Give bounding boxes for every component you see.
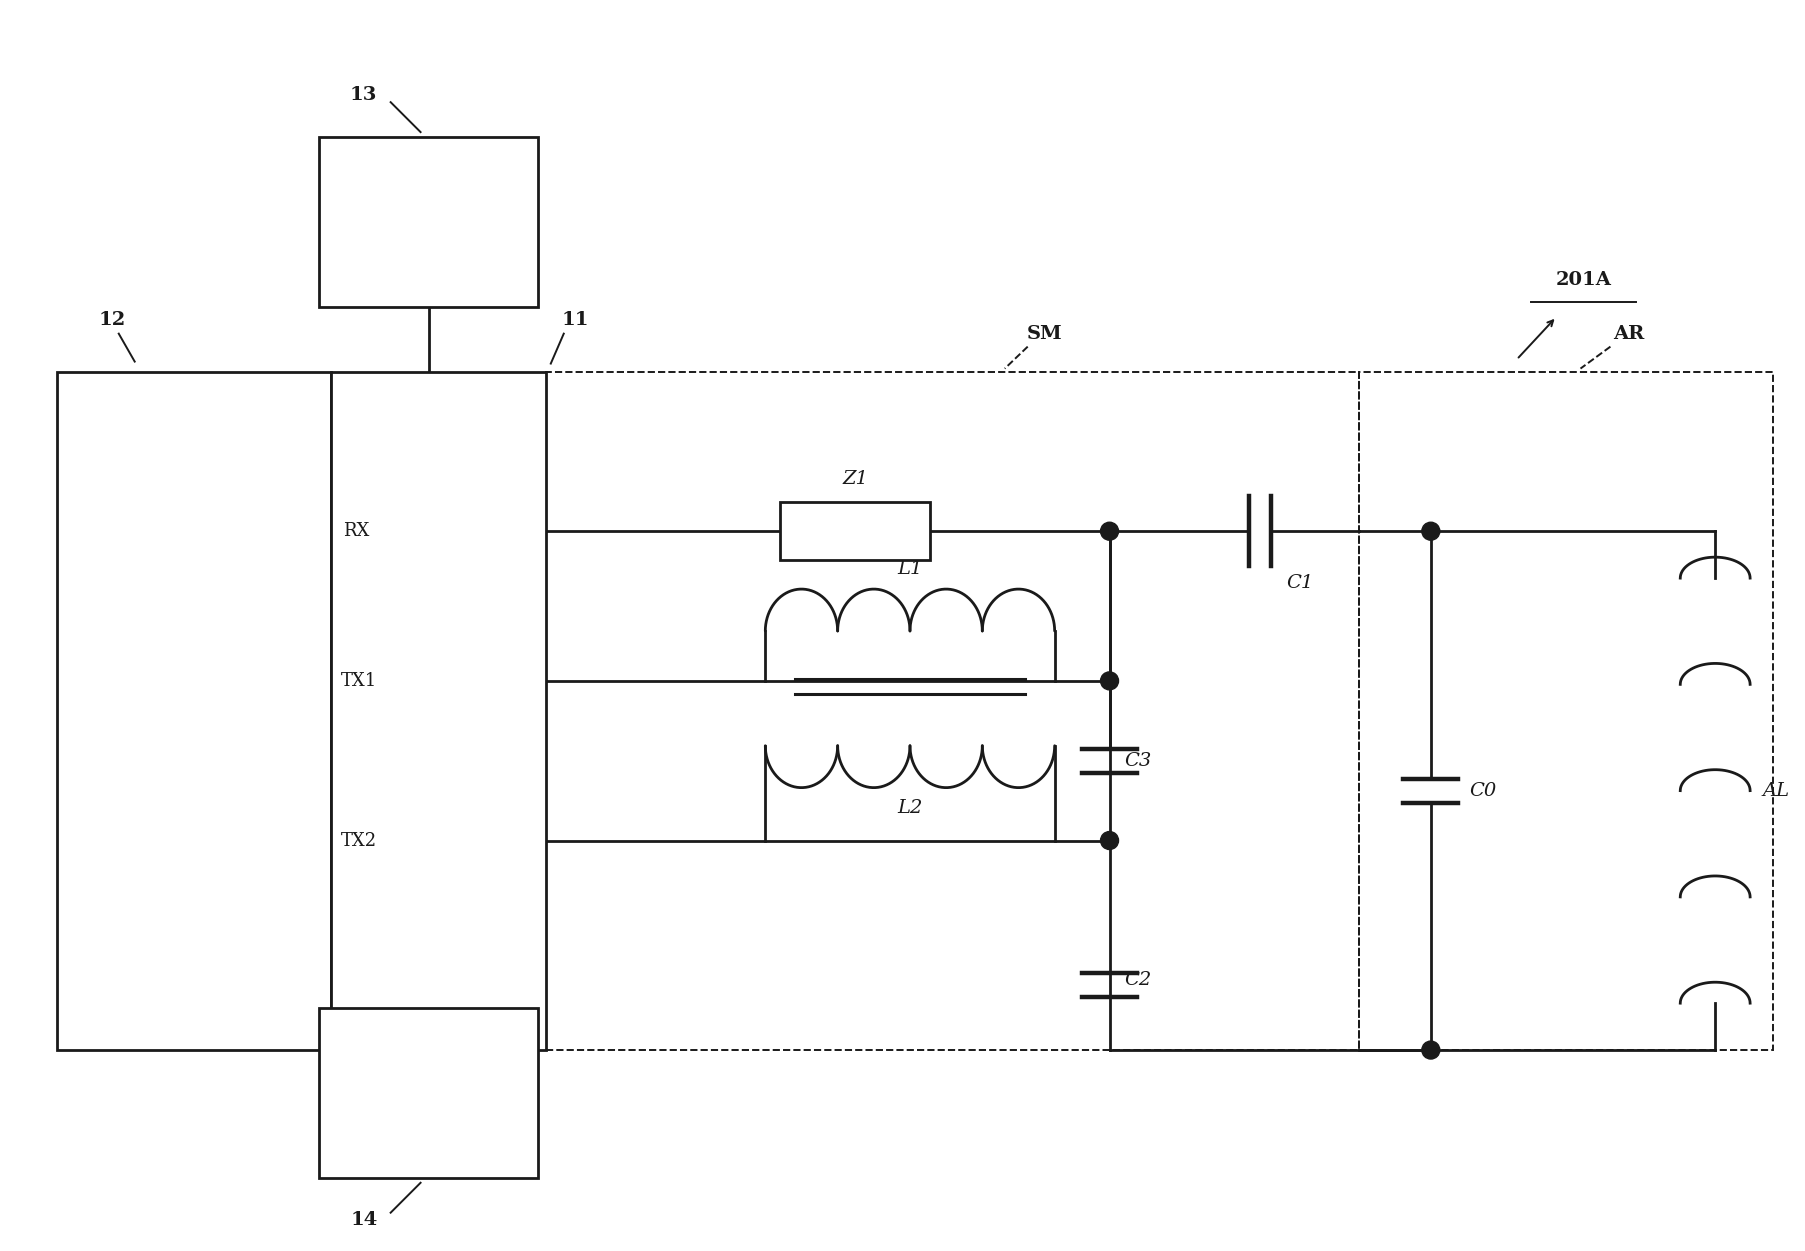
Text: C2: C2 [1125,971,1152,990]
Text: 14: 14 [350,1211,377,1228]
Circle shape [1099,832,1117,849]
Bar [319,1008,538,1177]
Text: 12: 12 [97,310,125,329]
Text: 201A: 201A [1554,270,1610,289]
Text: TX2: TX2 [341,832,377,849]
Text: L1: L1 [897,560,922,578]
Bar [319,138,538,306]
Text: Z1: Z1 [841,470,868,488]
Text: TX1: TX1 [341,672,377,689]
Circle shape [1421,1041,1439,1060]
Text: 11: 11 [561,310,588,329]
Circle shape [1099,672,1117,689]
Text: C1: C1 [1285,574,1312,592]
Text: AR: AR [1612,325,1643,343]
Text: AL: AL [1762,782,1789,799]
Bar [330,372,545,1050]
Bar [545,372,1357,1050]
Text: 13: 13 [350,86,377,104]
Bar [56,372,330,1050]
Bar [780,502,930,560]
Text: C0: C0 [1467,782,1495,799]
Circle shape [1421,522,1439,540]
Bar [1357,372,1773,1050]
Text: L2: L2 [897,798,922,817]
Text: RX: RX [343,522,370,540]
Text: SM: SM [1027,325,1061,343]
Circle shape [1099,522,1117,540]
Text: C3: C3 [1125,752,1152,769]
